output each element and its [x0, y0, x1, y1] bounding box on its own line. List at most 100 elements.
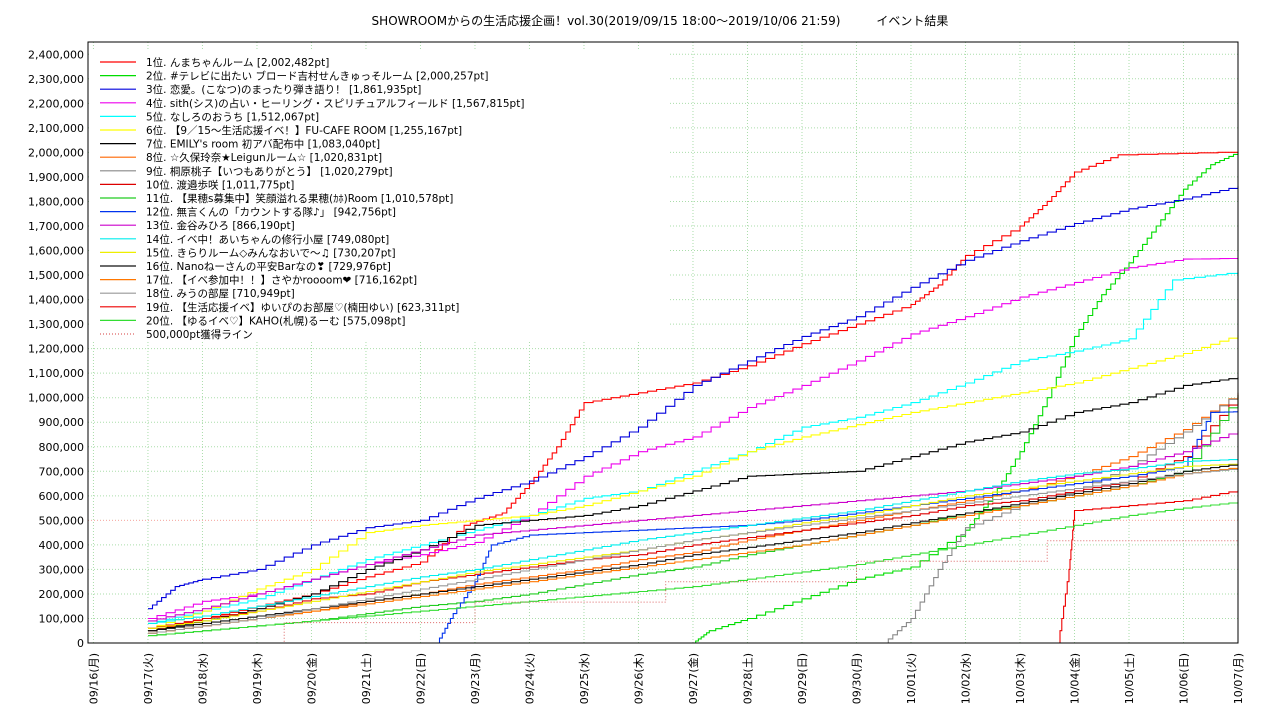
- series-line-10: [148, 394, 1239, 629]
- series-lines: [93, 151, 1239, 644]
- x-tick: 10/04(金): [1067, 653, 1081, 704]
- x-tick-label: 09/28(土): [741, 653, 754, 704]
- legend-label: 500,000pt獲得ライン: [146, 328, 253, 341]
- x-tick-label: 10/01(火): [905, 653, 918, 704]
- x-tick-label: 09/17(火): [142, 653, 155, 704]
- legend: 1位. んまちゃんルーム [2,002,482pt]2位. #テレビに出たい ブ…: [100, 56, 524, 341]
- x-tick: 09/26(木): [632, 653, 645, 704]
- legend-label: 20位. 【ゆるイベ♡】KAHO(札幌)るーむ [575,098pt]: [146, 314, 405, 327]
- y-tick-label: 0: [77, 637, 84, 650]
- legend-label: 2位. #テレビに出たい ブロード吉村せんきゅっそルーム [2,000,257p…: [146, 70, 488, 83]
- x-tick: 09/27(金): [686, 653, 700, 704]
- x-tick-label: 10/04(金): [1067, 653, 1081, 704]
- legend-label: 17位. 【イベ参加中！！】さやかroooom❤ [716,162pt]: [146, 274, 417, 287]
- x-tick-label: 09/19(木): [251, 653, 264, 704]
- x-tick-label: 10/05(土): [1123, 653, 1136, 704]
- legend-label: 10位. 渡邉歩咲 [1,011,775pt]: [146, 178, 294, 191]
- x-tick: 09/23(月): [469, 653, 482, 704]
- series-line-12: [436, 411, 1239, 644]
- legend-label: 3位. 恋愛。(こなつ)のまったり弾き語り！ [1,861,935pt]: [146, 83, 421, 96]
- legend-label: 5位. なしろのおうち [1,512,067pt]: [146, 110, 319, 123]
- x-tick: 09/18(水): [196, 653, 209, 704]
- series-line-13: [148, 430, 1239, 622]
- y-tick-label: 2,400,000: [28, 48, 84, 61]
- x-tick: 09/17(火): [142, 653, 155, 704]
- y-tick-label: 2,100,000: [28, 122, 84, 135]
- y-tick-label: 900,000: [39, 416, 85, 429]
- x-tick-label: 09/29(日): [796, 653, 809, 704]
- y-tick-label: 1,900,000: [28, 171, 84, 184]
- legend-label: 6位. 【9／15〜生活応援イベ！】FU-CAFE ROOM [1,255,16…: [146, 124, 462, 137]
- x-tick: 09/24(火): [523, 653, 536, 704]
- x-tick: 10/07(月): [1232, 653, 1245, 704]
- x-tick-label: 09/30(月): [850, 653, 863, 704]
- legend-label: 14位. イベ中！あいちゃんの修行小屋 [749,080pt]: [146, 233, 389, 246]
- y-tick-label: 200,000: [39, 588, 85, 601]
- x-tick-label: 10/03(木): [1014, 653, 1027, 704]
- x-tick-label: 09/20(金): [304, 653, 318, 704]
- series-line-14: [148, 459, 1239, 624]
- legend-label: 18位. みうの部屋 [710,949pt]: [146, 287, 295, 300]
- x-axis-ticks: 09/16(月) 09/17(火) 09/18(水) 09/19(木) 09/20(金)…: [87, 653, 1245, 704]
- y-tick-label: 1,300,000: [28, 318, 84, 331]
- x-tick-label: 09/18(水): [196, 653, 209, 704]
- y-tick-label: 1,700,000: [28, 220, 84, 233]
- x-tick-label: 10/07(月): [1232, 653, 1245, 704]
- x-tick: 09/29(日): [796, 653, 809, 704]
- legend-label: 19位. 【生活応援イベ】ゆいぴのお部屋♡(楠田ゆい) [623,311pt]: [146, 301, 459, 314]
- y-tick-label: 500,000: [39, 514, 85, 527]
- y-tick-label: 600,000: [39, 490, 85, 503]
- y-tick-label: 100,000: [39, 612, 85, 625]
- x-tick: 10/03(木): [1014, 653, 1027, 704]
- series-line-5: [148, 272, 1239, 624]
- series-line-7: [148, 377, 1239, 632]
- legend-label: 8位. ☆久保玲奈★Leigunルーム☆ [1,020,831pt]: [146, 151, 382, 164]
- legend-label: 12位. 無言くんの「カウントする隊♪」 [942,756pt]: [146, 206, 396, 219]
- x-tick-label: 09/26(木): [632, 653, 645, 704]
- x-tick-label: 09/16(月): [87, 653, 100, 704]
- x-tick: 09/20(金): [304, 653, 318, 704]
- x-tick: 09/19(木): [251, 653, 264, 704]
- series-line-19: [1058, 490, 1239, 644]
- x-tick-label: 09/23(月): [469, 653, 482, 704]
- x-tick: 10/06(日): [1177, 653, 1190, 704]
- legend-background: [90, 50, 670, 342]
- x-tick: 09/21(土): [360, 653, 373, 704]
- y-axis-ticks: 0 100,000 200,000 300,000 400,000 500,000 600,…: [28, 48, 84, 650]
- series-line-18: [148, 468, 1239, 634]
- x-tick-label: 09/22(日): [414, 653, 427, 704]
- y-tick-label: 700,000: [39, 465, 85, 478]
- x-tick-label: 10/06(日): [1177, 653, 1190, 704]
- chart-title: SHOWROOMからの生活応援企画！vol.30(2019/09/15 18:0…: [372, 13, 949, 28]
- series-line-3: [148, 186, 1239, 610]
- x-tick-label: 09/27(金): [686, 653, 700, 704]
- x-tick-label: 09/21(土): [360, 653, 373, 704]
- y-tick-label: 2,000,000: [28, 146, 84, 159]
- y-tick-label: 300,000: [39, 563, 85, 576]
- x-tick: 09/25(水): [578, 653, 591, 704]
- legend-label: 9位. 桐原桃子【いつもありがとう】 [1,020,279pt]: [146, 165, 393, 178]
- legend-label: 4位. sith(シス)の占い・ヒーリング・スピリチュアルフィールド [1,56…: [146, 97, 524, 110]
- x-tick: 09/16(月): [87, 653, 100, 704]
- legend-label: 7位. EMILY's room 初アバ配布中 [1,083,040pt]: [146, 138, 380, 151]
- series-line-2: [693, 152, 1239, 644]
- x-tick-label: 09/24(火): [523, 653, 536, 704]
- series-line-6: [148, 335, 1239, 629]
- series-line-20: [148, 501, 1239, 637]
- legend-label: 16位. Nanoねーさんの平安Barなの❣ [729,976pt]: [146, 260, 391, 273]
- y-tick-label: 1,000,000: [28, 392, 84, 405]
- x-tick-label: 10/02(水): [959, 653, 972, 704]
- x-tick: 09/28(土): [741, 653, 754, 704]
- y-tick-label: 1,500,000: [28, 269, 84, 282]
- x-tick: 10/05(土): [1123, 653, 1136, 704]
- y-tick-label: 1,600,000: [28, 245, 84, 258]
- y-tick-label: 2,200,000: [28, 97, 84, 110]
- legend-label: 1位. んまちゃんルーム [2,002,482pt]: [146, 56, 329, 69]
- plot-frame: [87, 41, 1239, 644]
- series-line-17: [148, 467, 1239, 634]
- series-line-1: [148, 151, 1239, 632]
- y-tick-label: 1,100,000: [28, 367, 84, 380]
- y-tick-label: 2,300,000: [28, 73, 84, 86]
- legend-label: 13位. 金谷みひろ [866,190pt]: [146, 219, 295, 232]
